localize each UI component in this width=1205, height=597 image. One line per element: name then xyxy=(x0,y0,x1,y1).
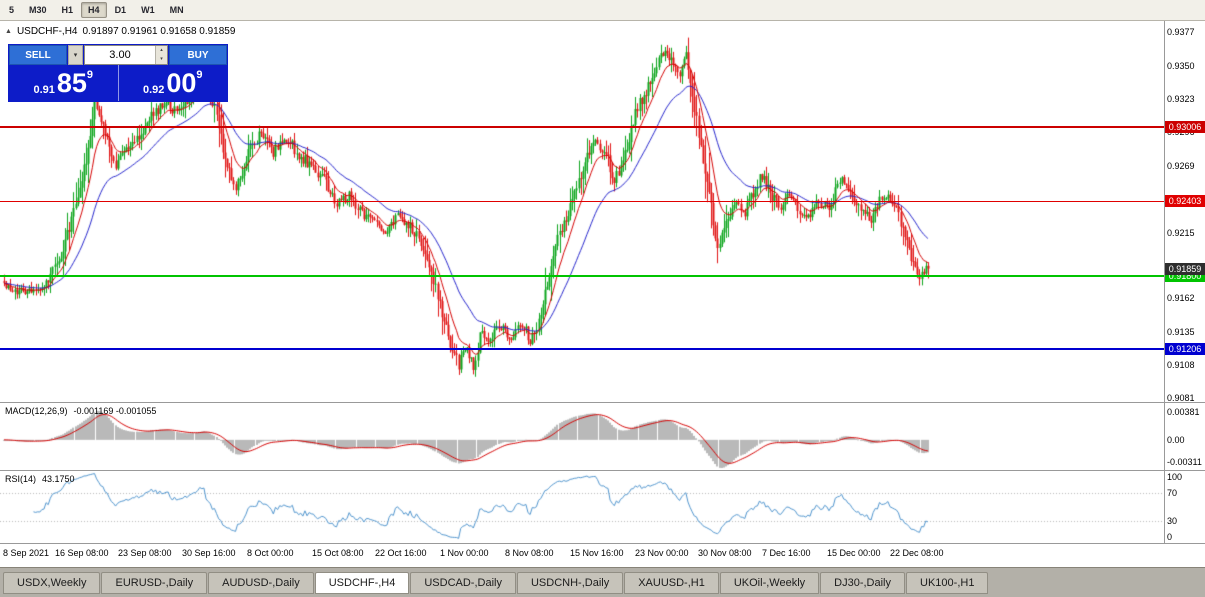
sell-price-prefix: 0.91 xyxy=(33,84,55,96)
chart-ohlc-values: 0.91897 0.91961 0.91658 0.91859 xyxy=(82,26,236,37)
timeframe-button-h4[interactable]: H4 xyxy=(81,2,107,18)
sell-price-display[interactable]: 0.91 85 9 xyxy=(9,65,119,101)
horizontal-level-line[interactable] xyxy=(0,201,1164,202)
sell-price-pipette: 9 xyxy=(86,69,94,81)
macd-axis-max: 0.00381 xyxy=(1167,407,1200,417)
buy-price-display[interactable]: 0.92 00 9 xyxy=(119,65,228,101)
sell-button[interactable]: SELL xyxy=(9,45,67,65)
chart-tab-dj30-daily[interactable]: DJ30-,Daily xyxy=(820,572,906,594)
chart-tabbar: USDX,Weekly EURUSD-,Daily AUDUSD-,Daily USD… xyxy=(0,567,1205,597)
time-axis-label: 30 Sep 16:00 xyxy=(182,548,236,558)
buy-button[interactable]: BUY xyxy=(169,45,227,65)
rsi-axis-label: 30 xyxy=(1167,516,1178,527)
chart-tab-eurusd-daily[interactable]: EURUSD-,Daily xyxy=(101,572,208,594)
price-axis-label: 0.9162 xyxy=(1167,293,1195,304)
price-scale-separator xyxy=(1164,20,1165,543)
macd-rsi-separator[interactable] xyxy=(0,470,1205,471)
rsi-axis-label: 0 xyxy=(1167,532,1173,542)
chart-tab-uk100-h1[interactable]: UK100-,H1 xyxy=(906,572,989,594)
macd-label: MACD(12,26,9) xyxy=(5,406,68,416)
rsi-axis-label: 70 xyxy=(1167,487,1178,498)
price-axis-label: 0.9350 xyxy=(1167,60,1195,71)
rsi-value: 43.1750 xyxy=(42,474,75,484)
time-axis-label: 30 Nov 08:00 xyxy=(698,548,752,558)
chart-tab-usdcad-daily[interactable]: USDCAD-,Daily xyxy=(410,572,516,594)
price-axis-label: 0.9135 xyxy=(1167,326,1195,337)
time-axis-label: 16 Sep 08:00 xyxy=(55,548,109,558)
timeframe-button-w1[interactable]: W1 xyxy=(141,5,155,15)
chart-tab-usdx-weekly[interactable]: USDX,Weekly xyxy=(3,572,101,594)
chart-tab-ukoil-weekly[interactable]: UKOil-,Weekly xyxy=(719,572,820,594)
chart-symbol-label: USDCHF-,H4 xyxy=(16,26,78,37)
macd-title: MACD(12,26,9) -0.001169 -0.001055 xyxy=(5,406,156,416)
chevron-down-icon: ▾ xyxy=(73,52,78,59)
current-price-badge: 0.91859 xyxy=(1165,263,1205,275)
price-axis-label: 0.9269 xyxy=(1167,160,1195,171)
volume-dropdown-button[interactable]: ▾ xyxy=(68,45,83,65)
volume-field: ▴ ▾ xyxy=(84,45,168,65)
volume-increment-button[interactable]: ▴ xyxy=(156,46,167,55)
one-click-trading-panel: SELL ▾ ▴ ▾ BUY 0.91 85 9 0.92 00 xyxy=(8,44,228,102)
price-axis-label: 0.9323 xyxy=(1167,94,1195,105)
macd-axis-min: -0.00311 xyxy=(1167,457,1202,467)
horizontal-level-line[interactable] xyxy=(0,126,1164,128)
chart-tab-audusd-daily[interactable]: AUDUSD-,Daily xyxy=(208,572,314,594)
buy-price-prefix: 0.92 xyxy=(142,84,165,96)
volume-input[interactable] xyxy=(85,46,155,64)
rsi-label: RSI(14) xyxy=(5,474,37,484)
time-axis-label: 22 Dec 08:00 xyxy=(890,548,944,558)
macd-values: -0.001169 -0.001055 xyxy=(73,406,157,416)
horizontal-level-line[interactable] xyxy=(0,275,1164,277)
chart-tab-usdcnh-daily[interactable]: USDCNH-,Daily xyxy=(516,572,624,594)
chart-tab-usdchf-h4[interactable]: USDCHF-,H4 xyxy=(314,572,410,594)
timeframe-button-5[interactable]: 5 xyxy=(9,5,15,15)
timeframe-button-h1[interactable]: H1 xyxy=(61,5,74,15)
timeframe-button-d1[interactable]: D1 xyxy=(114,5,127,15)
triangle-up-icon: ▲ xyxy=(5,28,12,35)
time-axis-label: 22 Oct 16:00 xyxy=(375,548,427,558)
level-price-badge: 0.93006 xyxy=(1165,121,1205,133)
time-axis-label: 23 Sep 08:00 xyxy=(118,548,172,558)
buy-price-pipette: 9 xyxy=(196,69,203,81)
horizontal-level-line[interactable] xyxy=(0,348,1164,350)
buy-price-big: 00 xyxy=(166,68,197,98)
time-axis-label: 8 Sep 2021 xyxy=(3,548,50,558)
price-axis-label: 0.9108 xyxy=(1167,359,1195,370)
timeframe-button-mn[interactable]: MN xyxy=(169,5,184,15)
chart-tab-xauusd-h1[interactable]: XAUUSD-,H1 xyxy=(624,572,719,594)
chart-ohlc-readout: ▲ USDCHF-,H4 0.91897 0.91961 0.91658 0.9… xyxy=(5,26,235,37)
volume-decrement-button[interactable]: ▾ xyxy=(156,55,167,64)
timeframe-toolbar: 5 M30 H1 H4 D1 W1 MN xyxy=(0,0,1205,21)
time-axis-label: 23 Nov 00:00 xyxy=(635,548,689,558)
price-axis-label: 0.9377 xyxy=(1167,27,1195,38)
sell-price-big: 85 xyxy=(56,68,87,98)
timeframe-button-m30[interactable]: M30 xyxy=(29,5,47,15)
time-axis-label: 15 Dec 00:00 xyxy=(827,548,881,558)
rsi-title: RSI(14) 43.1750 xyxy=(5,474,75,484)
macd-axis-zero: 0.00 xyxy=(1167,435,1185,445)
price-axis-label: 0.9081 xyxy=(1167,393,1195,404)
time-axis-label: 7 Dec 16:00 xyxy=(762,548,811,558)
rsi-timeaxis-separator xyxy=(0,543,1205,544)
time-axis-label: 8 Nov 08:00 xyxy=(505,548,554,558)
rsi-axis-label: 100 xyxy=(1167,472,1183,482)
main-macd-separator[interactable] xyxy=(0,402,1205,403)
level-price-badge: 0.91206 xyxy=(1165,343,1205,355)
time-axis-label: 15 Nov 16:00 xyxy=(570,548,624,558)
volume-spinner: ▴ ▾ xyxy=(155,46,167,64)
time-axis-label: 8 Oct 00:00 xyxy=(247,548,294,558)
price-axis-label: 0.9215 xyxy=(1167,227,1195,238)
time-axis-label: 1 Nov 00:00 xyxy=(440,548,489,558)
time-axis-label: 15 Oct 08:00 xyxy=(312,548,364,558)
level-price-badge: 0.92403 xyxy=(1165,195,1205,207)
